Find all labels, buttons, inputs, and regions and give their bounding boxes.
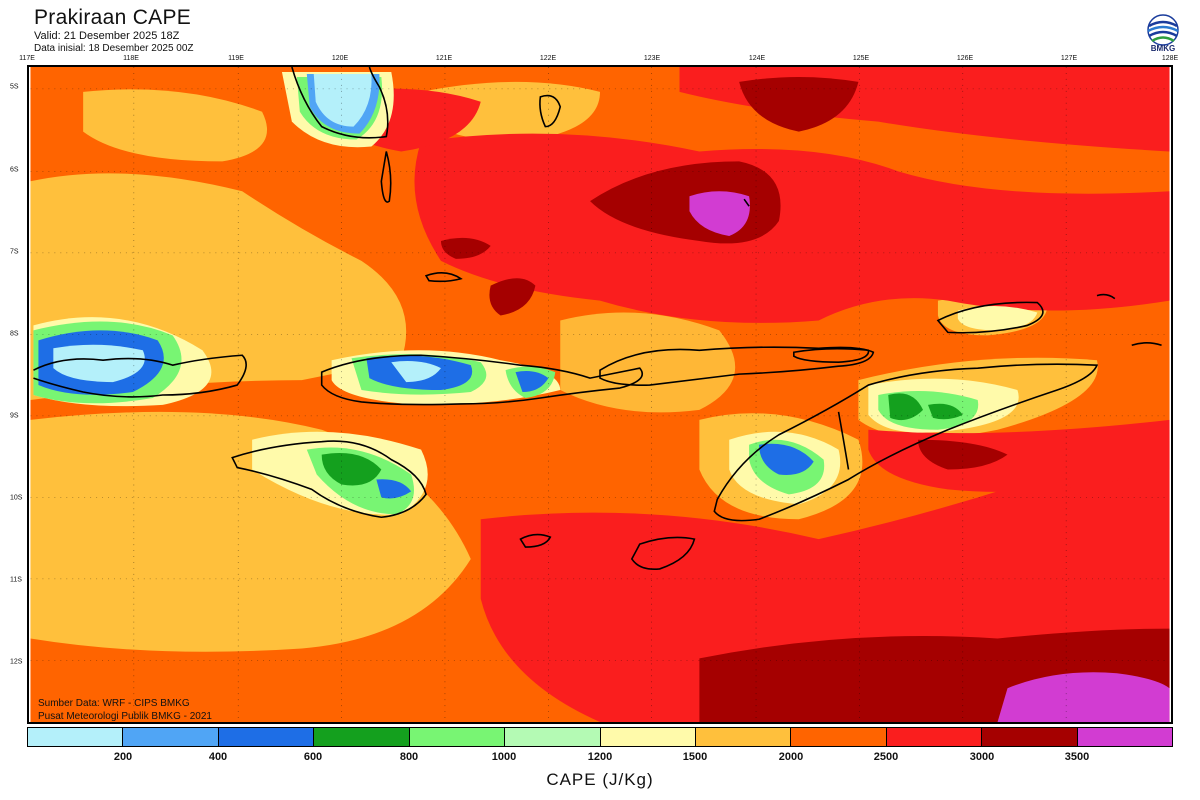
legend-swatch (218, 728, 315, 746)
bmkg-logo-icon (1147, 14, 1179, 46)
field-red (868, 419, 1170, 492)
coastline-rote (519, 533, 552, 548)
lon-label: 124E (748, 55, 766, 62)
legend-tick: 2000 (778, 751, 804, 763)
legend-tick: 600 (303, 751, 323, 763)
coastline-sumba (231, 440, 427, 519)
field-blue (759, 443, 814, 475)
lon-label: 126E (956, 55, 974, 62)
field-light-orange (560, 312, 736, 413)
legend-swatch (505, 728, 601, 746)
coastline-small-2 (743, 198, 750, 207)
field-magenta (997, 672, 1170, 722)
coastline-small-1 (424, 272, 463, 283)
coastline-small-3 (1096, 293, 1116, 300)
field-yellow (957, 305, 1038, 331)
field-dark-red (489, 278, 536, 316)
legend-swatch (791, 728, 887, 746)
coastline-small-4 (1131, 342, 1162, 347)
field-light-orange (83, 89, 268, 162)
init-time: Data inisial: 18 Desember 2025 00Z (34, 43, 194, 54)
lon-label: 117E (19, 55, 35, 62)
coastline-selayar (380, 151, 392, 203)
coastlines (33, 67, 1162, 571)
legend-swatch (1077, 728, 1173, 746)
legend-tick: 2500 (873, 751, 899, 763)
field-blue (515, 371, 549, 393)
coastline-sawu (630, 536, 696, 571)
lon-label: 128E (1161, 55, 1179, 62)
legend-tick: 3500 (1064, 751, 1090, 763)
logo-label: BMKG (1150, 44, 1176, 53)
legend-title: CAPE (J/Kg) (546, 770, 654, 789)
legend-tick: 400 (208, 751, 228, 763)
coastline-flores (599, 346, 875, 386)
lon-label: 120E (331, 55, 349, 62)
graticule (30, 67, 1170, 722)
field-dark-green (888, 393, 924, 421)
field-dark-red (918, 439, 1008, 470)
legend-swatch (600, 728, 696, 746)
lat-label: 8S (10, 330, 19, 338)
legend-swatch (123, 728, 219, 746)
legend-tick: 800 (399, 751, 419, 763)
lon-label: 123E (643, 55, 661, 62)
valid-time: Valid: 21 Desember 2025 18Z (34, 30, 180, 42)
lon-label: 125E (852, 55, 870, 62)
lat-label: 6S (10, 166, 19, 174)
color-legend (27, 727, 1173, 747)
coastline-sulawesi-tip (291, 67, 389, 139)
field-blue (376, 479, 412, 499)
legend-tick: 1000 (491, 751, 517, 763)
legend-swatch (28, 728, 124, 746)
coastline-sumbawa (320, 354, 644, 406)
lon-label: 118E (123, 55, 139, 62)
lon-label: 121E (435, 55, 453, 62)
lon-label: 122E (539, 55, 557, 62)
legend-swatch (314, 728, 410, 746)
map-title: Prakiraan CAPE (34, 6, 192, 29)
credit-org: Pusat Meteorologi Publik BMKG - 2021 (38, 711, 212, 722)
lon-label: 119E (228, 55, 244, 62)
field-dark-green (927, 403, 963, 420)
legend-tick: 1500 (682, 751, 708, 763)
legend-swatch (886, 728, 983, 746)
coastline-lombok-sumbawa (33, 354, 247, 398)
legend-swatch (409, 728, 506, 746)
field-red (414, 133, 1170, 323)
field-dark-red (440, 237, 491, 259)
lat-label: 10S (10, 494, 23, 502)
field-light-orange (421, 81, 600, 142)
field-magenta (689, 191, 750, 236)
legend-tick: 1200 (587, 751, 613, 763)
credit-source: Sumber Data: WRF - CIPS BMKG (38, 698, 190, 709)
coastline-wetar (936, 301, 1044, 334)
coastline-timor (713, 363, 1099, 522)
lat-label: 11S (10, 576, 22, 584)
coastline-east-timor-interior (837, 411, 850, 470)
field-light-blue (313, 73, 372, 127)
field-light-blue (391, 361, 441, 383)
legend-tick: 3000 (969, 751, 995, 763)
cape-map[interactable] (27, 65, 1173, 724)
coastline-alor (793, 347, 870, 363)
coastline-island-north (539, 94, 562, 128)
legend-tick: 200 (113, 751, 133, 763)
lat-label: 9S (10, 412, 19, 420)
lat-label: 7S (10, 248, 19, 256)
cape-field-svg (30, 67, 1170, 722)
lat-label: 12S (10, 658, 23, 666)
lon-label: 127E (1060, 55, 1078, 62)
field-dark-red (739, 76, 859, 132)
legend-swatch (982, 728, 1078, 746)
field-dark-green (321, 452, 382, 486)
legend-swatch (695, 728, 792, 746)
lat-label: 5S (10, 83, 19, 91)
field-light-blue (53, 344, 145, 383)
